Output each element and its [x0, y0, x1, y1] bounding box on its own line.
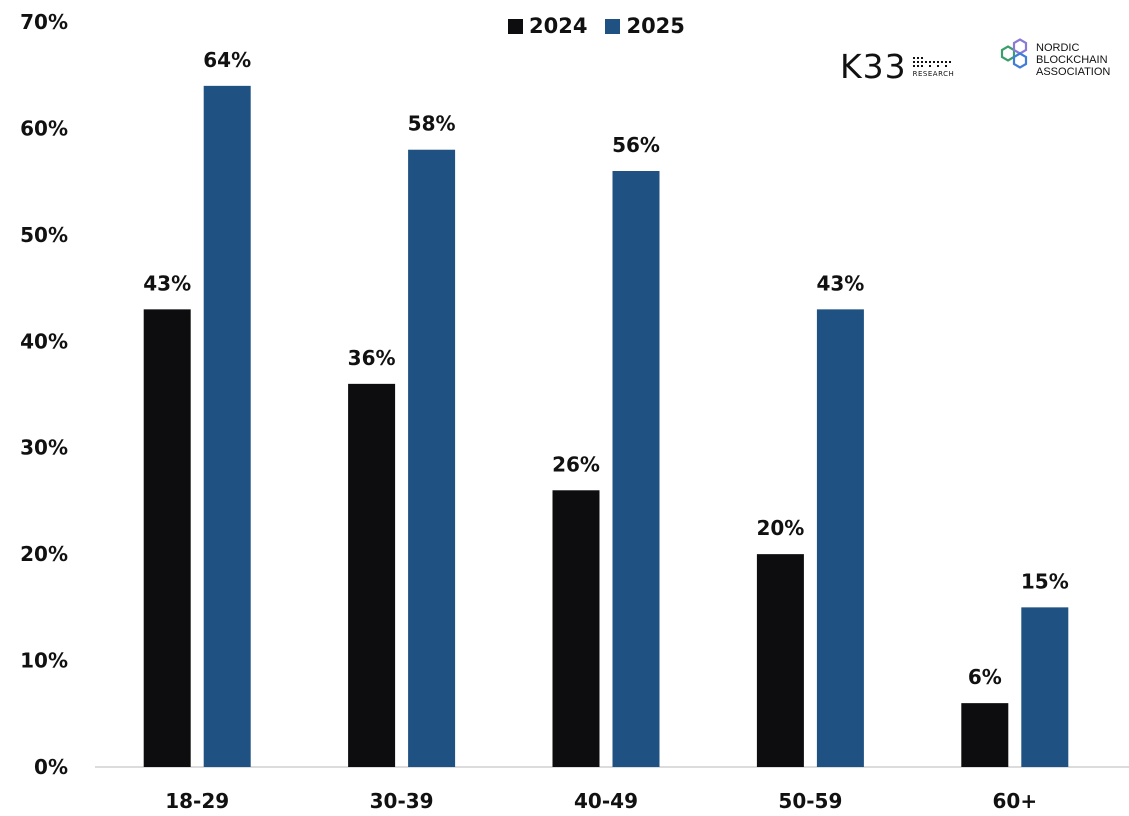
- bar-2025-30-39: [408, 149, 456, 767]
- bar-2024-40-49: [552, 490, 600, 767]
- data-label-2024-60+: 6%: [968, 665, 1002, 689]
- data-label-2025-30-39: 58%: [408, 112, 456, 136]
- bar-2024-50-59: [756, 554, 804, 767]
- legend-item-2025: 2025: [605, 14, 685, 38]
- nba-logo-line-2: BLOCKCHAIN: [1036, 54, 1108, 66]
- legend-label-2025: 2025: [626, 14, 685, 38]
- x-category-label: 30-39: [370, 789, 434, 813]
- legend-swatch-2025: [605, 18, 621, 34]
- hexagon-cluster-icon: [1000, 38, 1028, 69]
- bar-2025-40-49: [612, 171, 660, 767]
- y-tick-label: 10%: [20, 649, 68, 673]
- nba-logo-line-3: ASSOCIATION: [1036, 66, 1111, 78]
- data-label-2025-60+: 15%: [1021, 569, 1069, 593]
- legend: 2024 2025: [508, 14, 703, 38]
- bar-2025-50-59: [816, 309, 864, 767]
- data-label-2024-30-39: 36%: [348, 346, 396, 370]
- x-category-label: 40-49: [574, 789, 638, 813]
- bar-2025-60+: [1021, 607, 1069, 767]
- nba-logo-line-1: NORDIC: [1036, 42, 1080, 54]
- data-label-2025-50-59: 43%: [816, 271, 864, 295]
- bar-2024-18-29: [143, 309, 191, 767]
- y-tick-label: 60%: [20, 116, 68, 140]
- data-label-2024-40-49: 26%: [552, 452, 600, 476]
- data-label-2025-18-29: 64%: [203, 48, 251, 72]
- k33-logo-subtitle: RESEARCH: [912, 69, 955, 78]
- bar-2025-18-29: [203, 85, 251, 768]
- x-category-label: 18-29: [165, 789, 229, 813]
- y-tick-label: 0%: [34, 755, 68, 779]
- x-category-label: 50-59: [778, 789, 842, 813]
- bar-2024-30-39: [348, 383, 396, 767]
- nba-logo-text: NORDIC BLOCKCHAIN ASSOCIATION: [1036, 42, 1110, 78]
- k33-research-logo: K33 RESEARCH: [840, 50, 954, 83]
- y-tick-label: 70%: [20, 10, 68, 34]
- legend-label-2024: 2024: [529, 14, 588, 38]
- k33-dots-icon: [912, 56, 951, 67]
- x-category-label: 60+: [993, 789, 1038, 813]
- y-tick-label: 50%: [20, 223, 68, 247]
- y-tick-label: 30%: [20, 436, 68, 460]
- data-label-2024-18-29: 43%: [143, 271, 191, 295]
- legend-item-2024: 2024: [508, 14, 587, 38]
- legend-swatch-2024: [508, 18, 523, 34]
- y-tick-label: 20%: [20, 542, 68, 566]
- k33-logo-wordmark: K33: [840, 47, 907, 86]
- data-label-2025-40-49: 56%: [612, 133, 660, 157]
- k33-logo-side: RESEARCH: [912, 56, 955, 78]
- bar-2024-60+: [961, 703, 1009, 767]
- nordic-blockchain-association-logo: NORDIC BLOCKCHAIN ASSOCIATION: [990, 36, 1110, 80]
- y-tick-label: 40%: [20, 329, 68, 353]
- data-label-2024-50-59: 20%: [756, 516, 804, 540]
